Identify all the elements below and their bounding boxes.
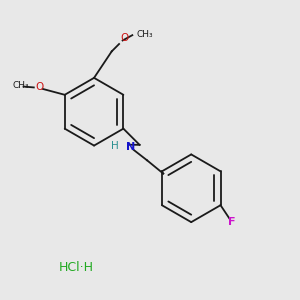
- Text: N: N: [126, 142, 136, 152]
- Text: HCl·H: HCl·H: [59, 261, 94, 274]
- Text: CH₃: CH₃: [12, 82, 29, 91]
- Text: H: H: [111, 141, 119, 151]
- Text: CH₃: CH₃: [137, 30, 153, 39]
- Text: O: O: [121, 32, 129, 43]
- Text: F: F: [228, 217, 236, 227]
- Text: O: O: [36, 82, 44, 92]
